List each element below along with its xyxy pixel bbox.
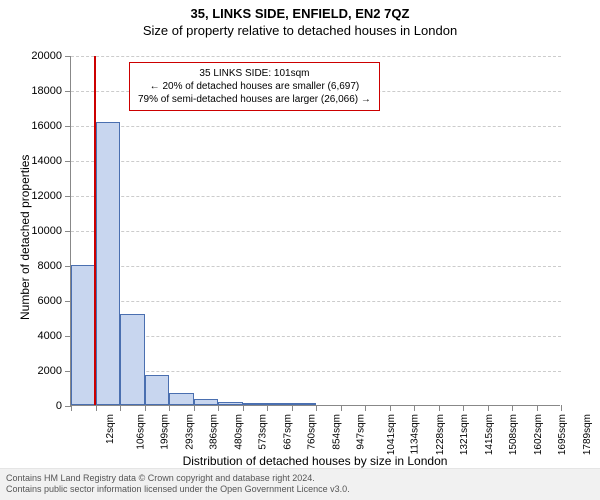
x-tick: [120, 405, 121, 411]
x-axis-label: Distribution of detached houses by size …: [70, 454, 560, 468]
x-tick-label: 1789sqm: [582, 414, 593, 455]
x-tick: [341, 405, 342, 411]
x-tick-label: 1321sqm: [459, 414, 470, 455]
callout-line-3: 79% of semi-detached houses are larger (…: [138, 93, 371, 106]
y-tick: [65, 196, 71, 197]
x-tick-label: 1415sqm: [484, 414, 495, 455]
y-tick-label: 20000: [31, 50, 62, 62]
x-tick-label: 1134sqm: [409, 414, 420, 454]
y-tick-label: 6000: [38, 295, 62, 307]
x-tick-label: 106sqm: [135, 414, 146, 450]
x-tick-label: 854sqm: [331, 414, 342, 450]
histogram-bar: [96, 122, 120, 406]
x-tick-label: 386sqm: [209, 414, 220, 450]
x-tick-label: 1508sqm: [508, 414, 519, 455]
callout-box: 35 LINKS SIDE: 101sqm← 20% of detached h…: [129, 62, 380, 111]
x-tick: [71, 405, 72, 411]
x-tick-label: 1695sqm: [557, 414, 568, 455]
x-tick-label: 1041sqm: [386, 414, 397, 455]
x-tick: [488, 405, 489, 411]
y-tick: [65, 161, 71, 162]
subject-marker-line: [94, 56, 96, 405]
x-tick: [145, 405, 146, 411]
gridline: [71, 56, 561, 57]
gridline: [71, 301, 561, 302]
y-tick-label: 8000: [38, 260, 62, 272]
histogram-bar: [292, 403, 316, 405]
x-tick: [561, 405, 562, 411]
y-tick: [65, 231, 71, 232]
x-tick: [218, 405, 219, 411]
y-tick: [65, 126, 71, 127]
y-tick-label: 18000: [31, 85, 62, 97]
x-tick: [439, 405, 440, 411]
title-block: 35, LINKS SIDE, ENFIELD, EN2 7QZ Size of…: [0, 0, 600, 38]
gridline: [71, 266, 561, 267]
attribution-footer: Contains HM Land Registry data © Crown c…: [0, 468, 600, 500]
x-tick: [243, 405, 244, 411]
footer-line-2: Contains public sector information licen…: [6, 484, 594, 496]
footer-line-1: Contains HM Land Registry data © Crown c…: [6, 473, 594, 485]
page-title-address: 35, LINKS SIDE, ENFIELD, EN2 7QZ: [0, 6, 600, 21]
chart-area: 0200040006000800010000120001400016000180…: [70, 56, 560, 406]
y-tick-label: 0: [56, 400, 62, 412]
y-tick: [65, 56, 71, 57]
x-tick-label: 947sqm: [356, 414, 367, 450]
x-tick-label: 1602sqm: [533, 414, 544, 455]
y-axis-label: Number of detached properties: [18, 155, 32, 320]
histogram-bar: [194, 399, 218, 405]
x-tick-label: 573sqm: [258, 414, 269, 450]
x-tick-label: 1228sqm: [435, 414, 446, 455]
x-tick: [390, 405, 391, 411]
x-tick-label: 667sqm: [282, 414, 293, 450]
histogram-bar: [243, 403, 267, 405]
y-tick-label: 16000: [31, 120, 62, 132]
x-tick: [537, 405, 538, 411]
x-tick: [292, 405, 293, 411]
x-tick: [169, 405, 170, 411]
page-title-subtitle: Size of property relative to detached ho…: [0, 23, 600, 38]
x-tick: [463, 405, 464, 411]
y-tick-label: 10000: [31, 225, 62, 237]
x-tick: [96, 405, 97, 411]
x-tick-label: 293sqm: [184, 414, 195, 450]
histogram-bar: [218, 402, 243, 406]
y-tick: [65, 91, 71, 92]
histogram-plot: 0200040006000800010000120001400016000180…: [70, 56, 560, 406]
x-tick: [512, 405, 513, 411]
x-tick: [365, 405, 366, 411]
gridline: [71, 161, 561, 162]
gridline: [71, 196, 561, 197]
y-tick-label: 4000: [38, 330, 62, 342]
callout-line-1: 35 LINKS SIDE: 101sqm: [138, 67, 371, 80]
x-tick: [194, 405, 195, 411]
callout-line-2: ← 20% of detached houses are smaller (6,…: [138, 80, 371, 93]
x-tick: [414, 405, 415, 411]
y-tick-label: 2000: [38, 365, 62, 377]
histogram-bar: [169, 393, 194, 405]
x-tick: [267, 405, 268, 411]
x-tick-label: 480sqm: [233, 414, 244, 450]
x-tick: [316, 405, 317, 411]
gridline: [71, 231, 561, 232]
histogram-bar: [71, 265, 96, 405]
x-tick-label: 12sqm: [105, 414, 116, 444]
x-tick-label: 199sqm: [160, 414, 171, 450]
y-tick-label: 14000: [31, 155, 62, 167]
y-tick-label: 12000: [31, 190, 62, 202]
histogram-bar: [267, 403, 292, 405]
histogram-bar: [120, 314, 145, 405]
x-tick-label: 760sqm: [307, 414, 318, 450]
gridline: [71, 126, 561, 127]
histogram-bar: [145, 375, 169, 405]
